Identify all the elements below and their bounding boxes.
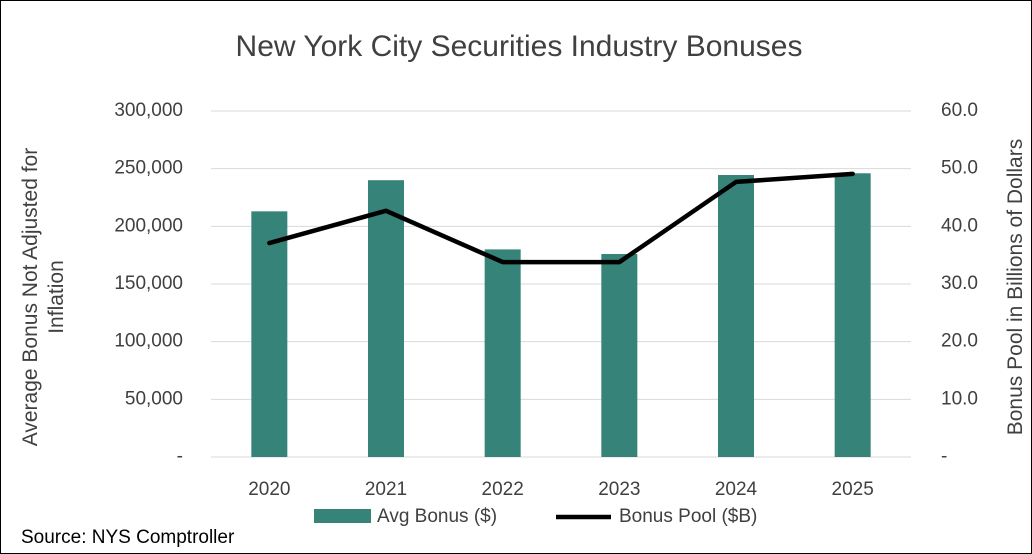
legend-swatch: [314, 509, 371, 523]
bar: [834, 173, 871, 457]
y-tick-label: 150,000: [114, 273, 183, 294]
line: [267, 171, 855, 265]
x-tick-label: 2023: [598, 479, 640, 500]
y2-tick-label: -: [941, 446, 947, 467]
legend-label: Avg Bonus ($): [377, 506, 497, 527]
bar: [251, 211, 288, 457]
y2-tick-label: 60.0: [941, 100, 978, 121]
y-tick-label: 300,000: [114, 100, 183, 121]
bar: [718, 175, 754, 457]
legend-label: Bonus Pool ($B): [619, 506, 757, 527]
y-axis-label: Average Bonus Not Adjusted for Inflation: [19, 147, 68, 447]
y2-axis-label: Bonus Pool in Billions of Dollars: [1004, 138, 1027, 436]
x-tick-label: 2024: [715, 479, 758, 500]
y-tick-label: 250,000: [114, 158, 183, 179]
x-tick-label: 2020: [248, 479, 290, 500]
y2-tick-label: 50.0: [941, 158, 978, 179]
y-tick-label: 200,000: [114, 215, 183, 236]
y2-tick-label: 20.0: [941, 331, 978, 352]
bar: [601, 254, 638, 457]
y-tick-label: 100,000: [114, 331, 183, 352]
y2-tick-label: 40.0: [941, 215, 978, 236]
y-tick-label: 50,000: [125, 388, 183, 409]
y-tick-label: -: [177, 446, 183, 467]
y2-tick-label: 30.0: [941, 273, 978, 294]
x-tick-label: 2021: [365, 479, 407, 500]
bar: [368, 180, 404, 457]
bar: [484, 249, 521, 457]
x-tick-label: 2022: [482, 479, 524, 500]
source: Source: NYS Comptroller: [21, 527, 235, 548]
chart-title: New York City Securities Industry Bonuse…: [236, 30, 803, 63]
x-tick-label: 2025: [832, 479, 874, 500]
y2-tick-label: 10.0: [941, 388, 978, 409]
